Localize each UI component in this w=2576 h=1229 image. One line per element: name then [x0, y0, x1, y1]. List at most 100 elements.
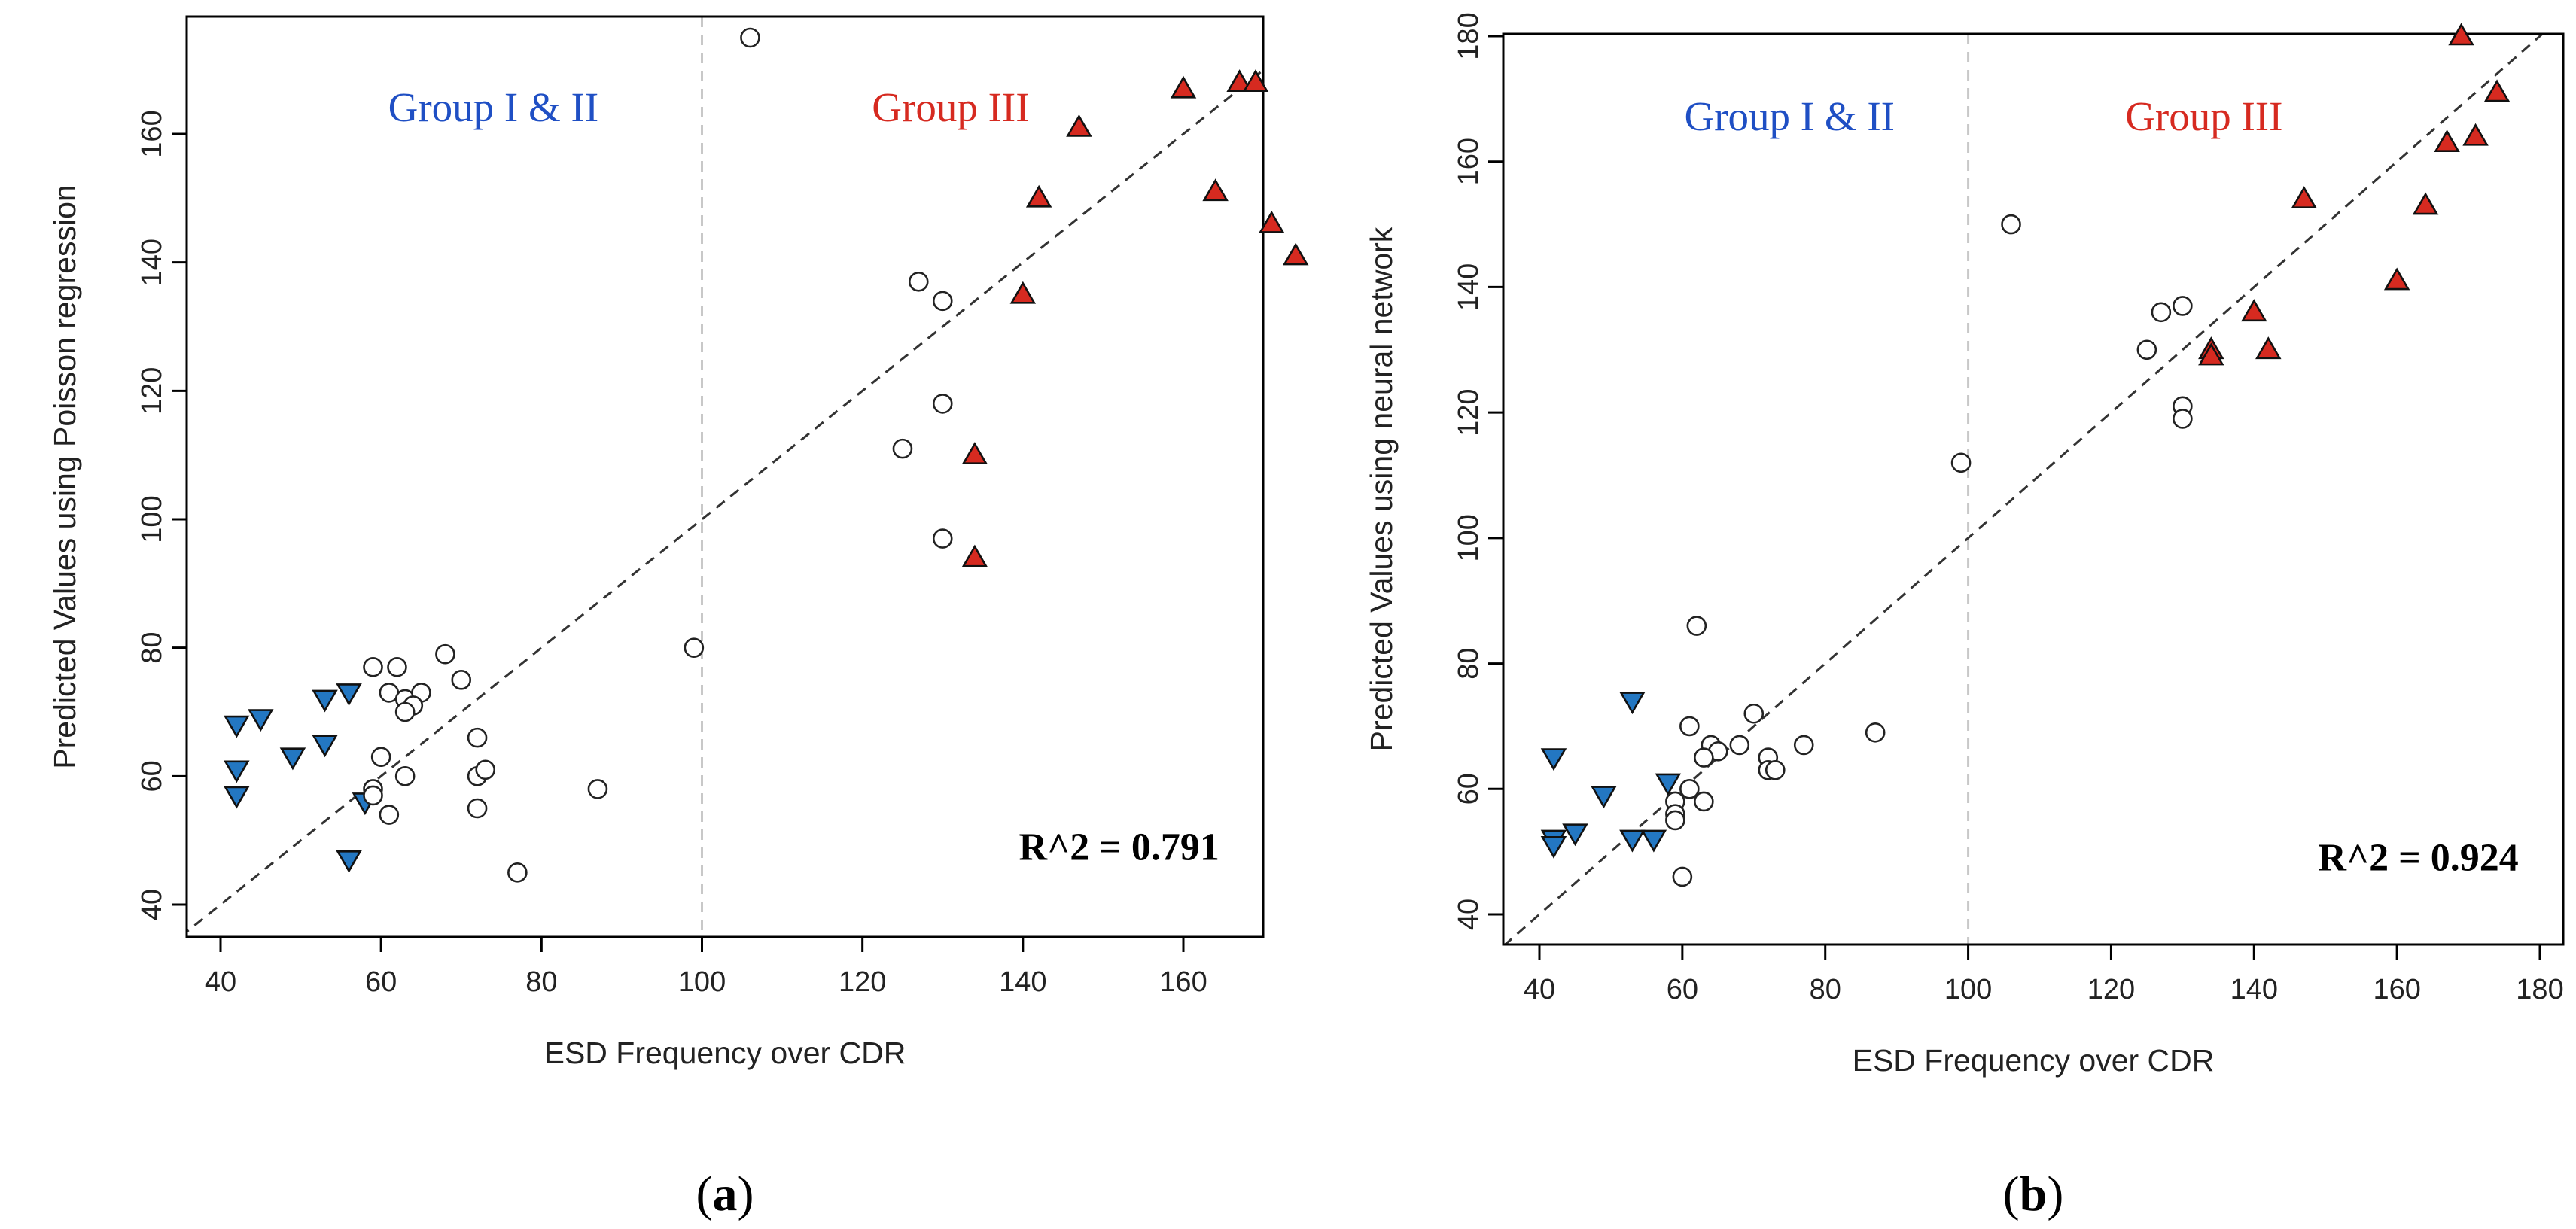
- y-tick-label: 60: [1453, 773, 1484, 805]
- scatter-point-circle: [435, 643, 455, 665]
- scatter-point-triangle-up: [2291, 186, 2317, 209]
- y-tick-label: 140: [136, 239, 168, 286]
- scatter-point-circle: [1679, 716, 1700, 737]
- scatter-point-circle: [2001, 214, 2021, 235]
- scatter-point-triangle-down: [224, 786, 250, 809]
- r-squared-label: R^2 = 0.791: [1019, 826, 1219, 869]
- scatter-point-triangle-down: [1655, 773, 1682, 796]
- identity-line: [1503, 34, 2544, 945]
- scatter-point-circle: [932, 394, 953, 414]
- scatter-point-circle: [394, 701, 416, 722]
- scatter-point-triangle-up: [2383, 267, 2410, 291]
- plot-frame: [185, 15, 1265, 938]
- scatter-point-circle: [1665, 810, 1685, 831]
- scatter-point-triangle-up: [1242, 69, 1269, 93]
- scatter-point-circle: [475, 759, 496, 780]
- scatter-point-circle: [451, 670, 472, 690]
- scatter-point-triangle-up: [1009, 281, 1037, 304]
- scatter-point-triangle-up: [2462, 123, 2489, 146]
- panel-caption: (b): [2003, 1167, 2064, 1221]
- scatter-point-triangle-down: [336, 850, 362, 873]
- r-squared-label: R^2 = 0.924: [2318, 837, 2518, 880]
- scatter-point-triangle-up: [1226, 69, 1253, 93]
- scatter-point-triangle-up: [2241, 299, 2267, 322]
- y-tick-label: 100: [136, 495, 168, 543]
- x-tick-label: 100: [1944, 974, 1992, 1005]
- scatter-point-circle: [1865, 722, 1886, 743]
- scatter-point-triangle-down: [1619, 692, 1646, 715]
- y-tick-label: 160: [1453, 138, 1484, 185]
- scatter-point-circle: [740, 27, 760, 48]
- x-tick-label: 120: [839, 966, 886, 998]
- scatter-point-triangle-down: [224, 715, 250, 738]
- scatter-point-circle: [1729, 735, 1750, 756]
- scatter-point-circle: [363, 656, 383, 677]
- x-tick-label: 60: [365, 966, 397, 998]
- scatter-point-circle: [467, 798, 488, 819]
- scatter-point-circle: [932, 528, 953, 549]
- x-axis-label: ESD Frequency over CDR: [544, 1036, 906, 1070]
- scatter-point-triangle-down: [1540, 836, 1567, 859]
- scatter-point-triangle-up: [2448, 23, 2474, 46]
- scatter-point-circle: [1679, 778, 1700, 799]
- scatter-point-triangle-down: [279, 747, 306, 771]
- group-label: Group III: [2125, 93, 2282, 139]
- scatter-point-triangle-down: [248, 709, 274, 732]
- scatter-point-triangle-down: [312, 689, 338, 713]
- scatter-point-triangle-down: [1562, 823, 1588, 847]
- scatter-point-circle: [379, 805, 400, 825]
- y-tick-label: 100: [1453, 514, 1484, 561]
- x-tick-label: 80: [1810, 974, 1841, 1005]
- y-axis-label: Predicted Values using Poisson regressio…: [47, 184, 82, 768]
- scatter-point-triangle-up: [1066, 114, 1092, 137]
- scatter-point-triangle-down: [224, 760, 250, 783]
- scatter-point-triangle-up: [961, 544, 988, 567]
- scatter-point-circle: [1672, 866, 1693, 887]
- scatter-point-triangle-up: [961, 442, 988, 464]
- x-tick-label: 140: [999, 966, 1046, 998]
- scatter-point-circle: [1686, 616, 1707, 636]
- scatter-point-circle: [1950, 452, 1972, 473]
- scatter-point-circle: [387, 656, 407, 677]
- scatter-point-triangle-up: [1258, 210, 1285, 233]
- scatter-point-triangle-down: [336, 683, 362, 707]
- x-tick-label: 40: [205, 966, 236, 998]
- x-tick-label: 140: [2230, 974, 2278, 1005]
- y-tick-label: 160: [136, 110, 168, 157]
- scatter-point-circle: [467, 727, 488, 748]
- identity-line: [187, 68, 1263, 933]
- scatter-point-triangle-up: [2483, 79, 2511, 102]
- scatter-point-circle: [892, 438, 913, 459]
- scatter-point-circle: [394, 766, 416, 786]
- scatter-point-circle: [587, 779, 608, 799]
- scatter-point-circle: [370, 747, 391, 768]
- plot-frame: [1502, 32, 2565, 946]
- group-label: Group III: [872, 84, 1029, 130]
- y-axis-label: Predicted Values using neural network: [1364, 227, 1399, 751]
- scatter-point-circle: [2173, 296, 2193, 316]
- y-tick-label: 120: [1453, 388, 1484, 436]
- scatter-point-triangle-up: [1170, 75, 1197, 99]
- x-tick-label: 120: [2087, 974, 2135, 1005]
- y-tick-label: 140: [1453, 263, 1484, 311]
- scatter-point-triangle-down: [1591, 786, 1617, 809]
- scatter-point-circle: [908, 271, 929, 292]
- scatter-point-circle: [2136, 339, 2157, 360]
- scatter-point-circle: [1694, 791, 1714, 812]
- scatter-point-triangle-up: [2412, 192, 2439, 215]
- scatter-point-triangle-down: [1619, 829, 1646, 853]
- x-tick-label: 40: [1524, 974, 1555, 1005]
- scatter-point-circle: [507, 862, 528, 883]
- scatter-point-circle: [1743, 703, 1765, 724]
- y-tick-label: 80: [136, 632, 168, 664]
- scatter-point-triangle-up: [1202, 178, 1229, 202]
- scatter-point-triangle-up: [2255, 336, 2282, 360]
- group-label: Group I & II: [388, 84, 599, 130]
- x-tick-label: 160: [1159, 966, 1207, 998]
- scatter-point-triangle-up: [2434, 129, 2460, 153]
- scatter-point-triangle-up: [1282, 242, 1309, 266]
- panel-caption: (a): [696, 1167, 754, 1221]
- scatter-point-circle: [363, 785, 383, 806]
- x-tick-label: 100: [678, 966, 726, 998]
